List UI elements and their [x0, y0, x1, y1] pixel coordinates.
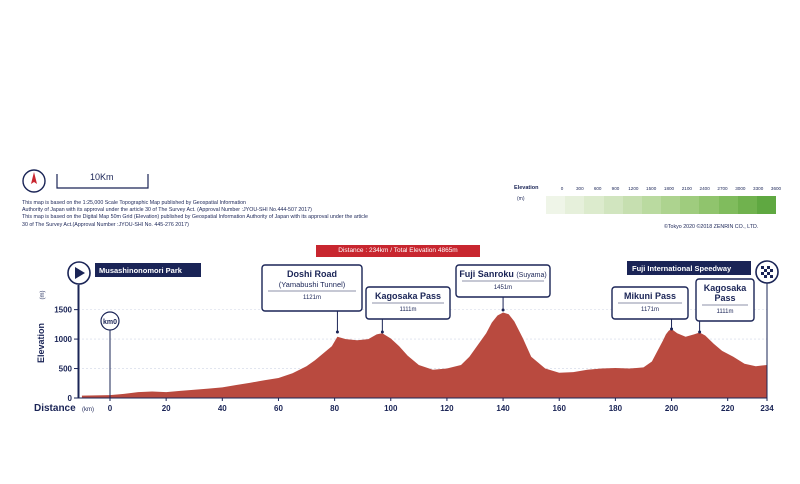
callout-dot	[380, 330, 384, 334]
scale-bar	[56, 174, 149, 189]
km0-label: km0	[103, 319, 117, 326]
callout-box	[261, 264, 363, 312]
legend-tick-label: 300	[575, 186, 584, 191]
checkered-flag-icon	[767, 272, 770, 275]
legend-swatch	[565, 196, 585, 214]
x-tick-label: 0	[108, 404, 113, 413]
legend-tick-label: 900	[611, 186, 620, 191]
compass-icon	[22, 169, 46, 193]
legend-swatch	[641, 196, 662, 214]
map-notes: This map is based on the 1:25,000 Scale …	[22, 200, 462, 229]
play-icon	[75, 267, 85, 279]
callout-elevation: 1111m	[399, 307, 416, 313]
legend-swatch	[661, 196, 681, 214]
x-tick-label: 180	[609, 404, 623, 413]
x-tick-label: 60	[274, 404, 283, 413]
legend-swatch	[680, 196, 700, 214]
x-tick-label: 220	[721, 404, 735, 413]
legend-tick-label: 1800	[663, 186, 675, 191]
callout-dot	[335, 330, 339, 334]
callout-name: Kagosaka	[704, 283, 748, 293]
legend-swatch	[546, 196, 566, 214]
legend-tick-label: 3600	[770, 186, 782, 191]
y-tick-label: 1000	[54, 335, 72, 344]
legend-tick-label: 2100	[681, 186, 692, 191]
callout-elevation: 1121m	[303, 295, 321, 301]
callout-name: Kagosaka Pass	[375, 291, 441, 301]
x-tick-label: 80	[330, 404, 339, 413]
legend-tick-label: 2700	[717, 186, 728, 191]
legend-tick-label: 1200	[628, 186, 639, 191]
callout-dot	[698, 330, 702, 334]
distance-banner: Distance : 234km / Total Elevation 4865m	[316, 245, 480, 257]
checkered-flag-icon	[770, 269, 773, 272]
x-tick-label: 100	[384, 404, 398, 413]
legend-swatch	[756, 196, 777, 214]
legend-tick-label: 600	[593, 186, 602, 191]
checkered-flag-icon	[767, 266, 770, 269]
x-axis-label: Distance	[34, 403, 76, 414]
checkered-flag-icon	[761, 266, 764, 269]
copyright: ©Tokyo 2020 ©2018 ZENRIN CO., LTD.	[664, 224, 759, 230]
note-line: 30 of The Survey Act.(Approval Number :J…	[22, 221, 189, 228]
legend-tick-label: 1500	[646, 186, 657, 191]
y-tick-label: 500	[59, 365, 73, 374]
finish-label-box	[627, 261, 751, 275]
y-axis-label: Elevation	[36, 323, 46, 363]
elevation-area	[81, 312, 767, 398]
checkered-flag-icon	[761, 272, 764, 275]
callout-sub: (Yamabushi Tunnel)	[279, 280, 346, 289]
finish-label: Fuji International Speedway	[632, 264, 732, 273]
legend-title: Elevation	[514, 185, 539, 191]
x-axis-unit: (km)	[82, 407, 94, 413]
checkered-flag-icon	[770, 275, 773, 278]
legend-swatch	[737, 196, 757, 214]
elevation-color-scale	[546, 196, 777, 214]
callout-dot	[670, 327, 674, 331]
callout-dot	[501, 308, 505, 312]
callout-name: Mikuni Pass	[624, 291, 676, 301]
x-tick-label: 40	[218, 404, 227, 413]
legend-ticks: 0 300 600 900 1200 1500 1800 2100 2400 2700 3000 33…	[560, 186, 781, 194]
callout-elevation: 1111m	[716, 309, 733, 315]
note-line: This map is based on the 1:25,000 Scale …	[22, 200, 246, 206]
legend-swatch	[699, 196, 719, 214]
legend-tick-label: 0	[560, 186, 564, 191]
start-label: Musashinonomori Park	[99, 266, 183, 275]
y-axis-unit: (m)	[40, 291, 46, 300]
legend-swatch	[622, 196, 642, 214]
x-tick-label: 20	[162, 404, 171, 413]
x-tick-label: 200	[665, 404, 679, 413]
callout-name: Doshi Road	[287, 269, 337, 279]
x-tick-label: 140	[496, 404, 510, 413]
legend-swatch	[603, 196, 623, 214]
legend-swatch	[584, 196, 604, 214]
callout-elevation: 1171m	[641, 307, 659, 313]
legend-swatch	[718, 196, 738, 214]
callout-name: Fuji Sanroku (Suyama)	[459, 269, 546, 279]
elevation-profile-chart: 0 500 1000 1500 Elevation (m) 0 20 40 60 80 100 120 1…	[34, 260, 779, 414]
callout-elevation: 1451m	[494, 285, 512, 291]
start-label-box	[95, 263, 201, 277]
legend-unit: (m)	[517, 196, 525, 202]
scale-label: 10Km	[90, 172, 114, 182]
legend-tick-label: 3000	[735, 186, 746, 191]
callout-box	[695, 278, 755, 322]
note-line: Authority of Japan with its approval und…	[22, 207, 312, 214]
y-tick-label: 1500	[54, 306, 72, 315]
km0-marker	[100, 311, 120, 331]
callout-sub: Pass	[714, 293, 735, 303]
x-tick-label: 120	[440, 404, 454, 413]
checkered-flag-icon	[764, 269, 767, 272]
y-tick-label: 0	[68, 394, 73, 403]
note-line: This map is based on the Digital Map 50m…	[22, 214, 368, 221]
x-tick-label: 234	[760, 404, 774, 413]
legend-tick-label: 2400	[699, 186, 710, 191]
legend-tick-label: 3300	[753, 186, 764, 191]
callout-sub: (Suyama)	[516, 272, 546, 279]
x-tick-label: 160	[553, 404, 567, 413]
checkered-flag-icon	[764, 275, 767, 278]
